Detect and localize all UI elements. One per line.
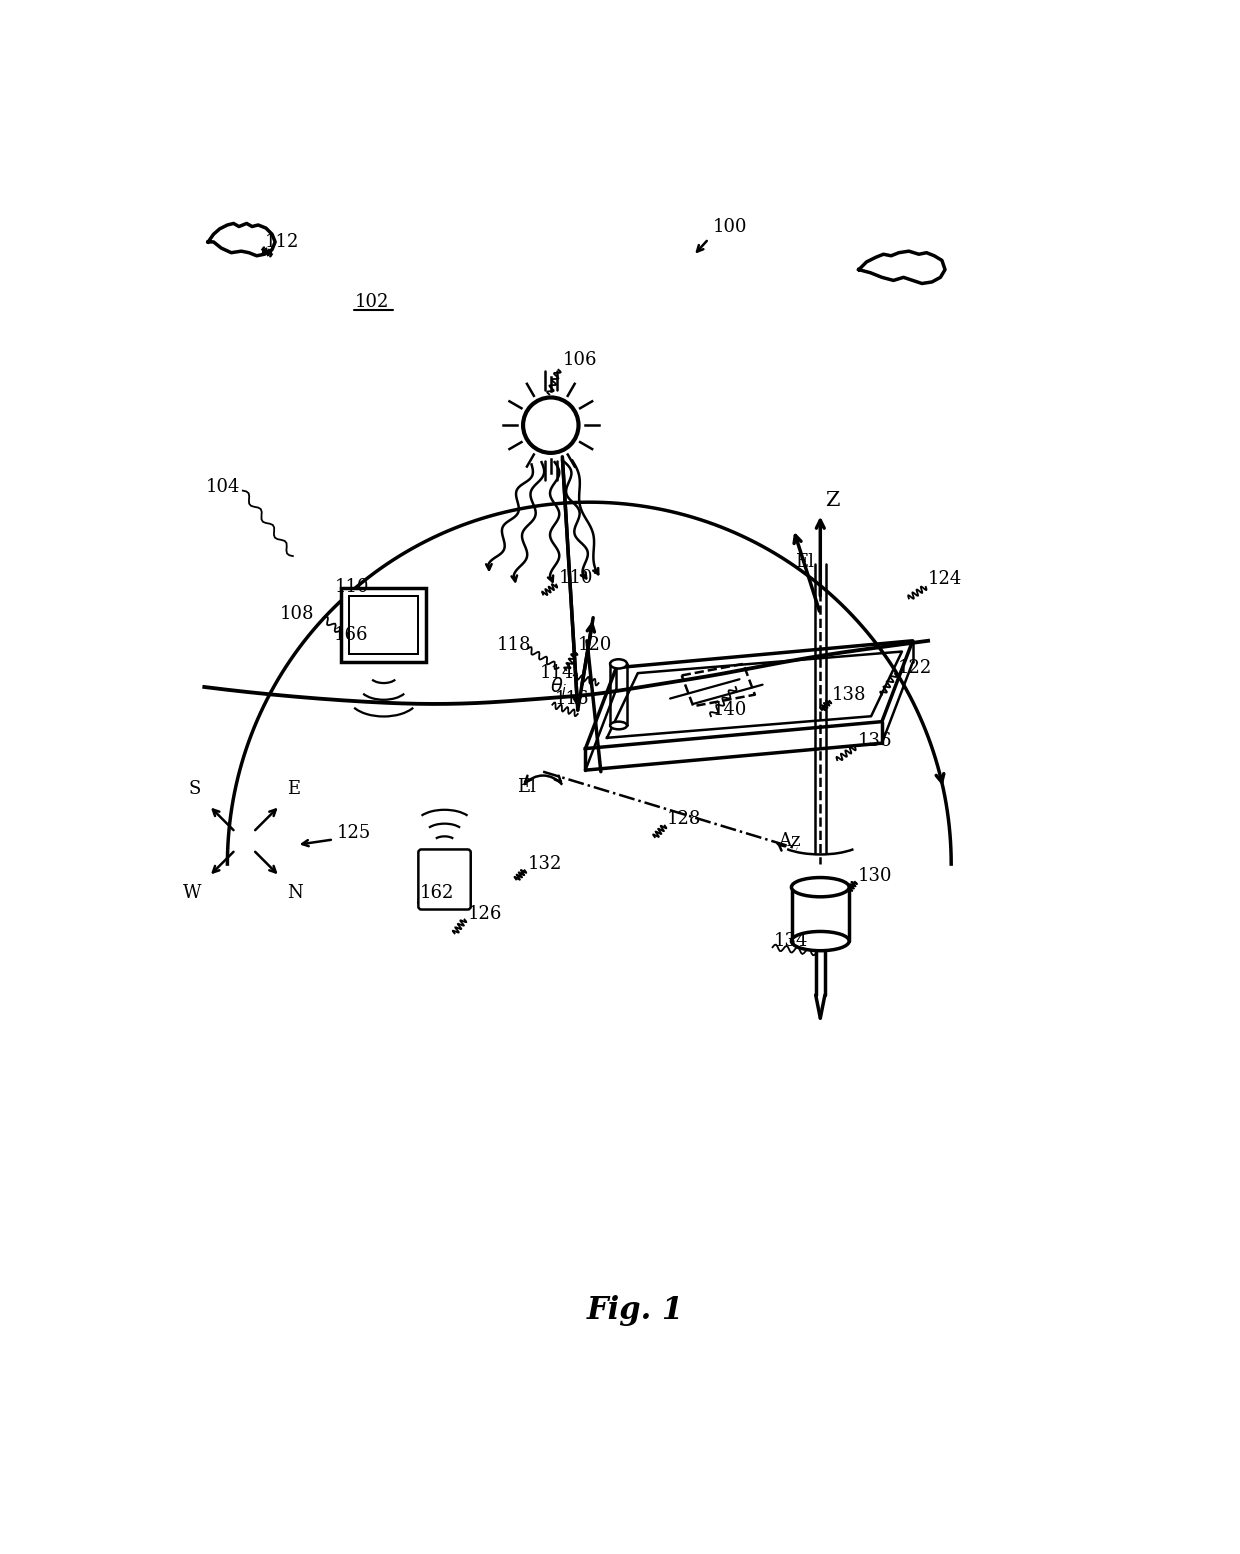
Text: Z: Z xyxy=(826,491,839,510)
Text: 120: 120 xyxy=(578,636,613,654)
Text: 110': 110' xyxy=(558,569,598,587)
Text: 106: 106 xyxy=(563,351,596,368)
Text: 128: 128 xyxy=(666,811,701,828)
Text: 110: 110 xyxy=(335,578,370,595)
Text: 130: 130 xyxy=(857,867,892,884)
Text: 108: 108 xyxy=(280,605,314,623)
Text: 114: 114 xyxy=(541,664,574,682)
Text: 122: 122 xyxy=(898,659,931,676)
Text: 166: 166 xyxy=(334,626,368,643)
Text: Az: Az xyxy=(779,831,801,850)
Circle shape xyxy=(523,398,579,452)
Text: W: W xyxy=(182,884,201,901)
Ellipse shape xyxy=(791,878,849,897)
Text: 118: 118 xyxy=(497,636,532,654)
FancyBboxPatch shape xyxy=(418,850,471,909)
Ellipse shape xyxy=(610,721,627,729)
Text: N: N xyxy=(288,884,303,901)
Text: El: El xyxy=(795,553,815,572)
Text: S: S xyxy=(188,780,201,797)
Text: 125: 125 xyxy=(337,824,371,842)
Text: 104: 104 xyxy=(206,477,241,496)
Text: 138: 138 xyxy=(832,685,867,704)
Text: 136: 136 xyxy=(857,732,892,751)
Text: 124: 124 xyxy=(928,570,962,587)
Ellipse shape xyxy=(610,659,627,668)
Text: 134: 134 xyxy=(774,932,808,949)
Text: E: E xyxy=(288,780,300,797)
Text: Fig. 1: Fig. 1 xyxy=(587,1294,684,1326)
Text: 102: 102 xyxy=(355,294,389,311)
Text: $\theta_i$: $\theta_i$ xyxy=(549,676,568,698)
Text: 112: 112 xyxy=(264,233,299,250)
Text: 100: 100 xyxy=(713,218,746,236)
Bar xyxy=(350,597,418,654)
Text: 126: 126 xyxy=(467,904,502,923)
Text: El: El xyxy=(517,779,536,796)
Text: 140: 140 xyxy=(713,701,746,720)
Text: 116: 116 xyxy=(554,690,589,707)
Ellipse shape xyxy=(791,931,849,951)
Bar xyxy=(341,589,427,662)
Text: 162: 162 xyxy=(420,884,454,903)
Text: 132: 132 xyxy=(528,855,562,873)
